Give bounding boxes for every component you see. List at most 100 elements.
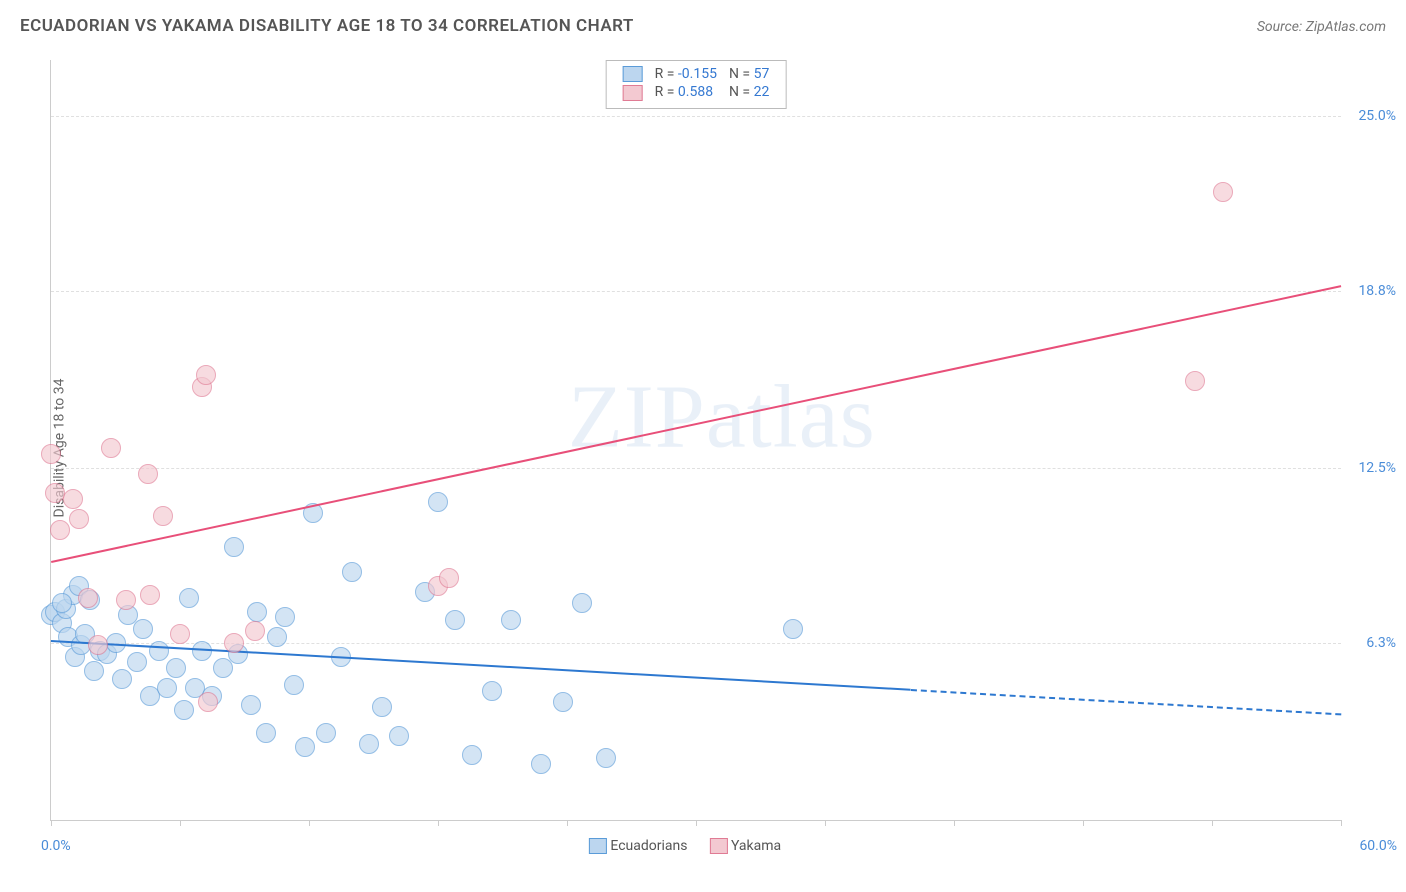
data-point	[170, 624, 190, 644]
data-point	[78, 588, 98, 608]
data-point	[783, 619, 803, 639]
data-point	[174, 700, 194, 720]
trend-line	[51, 285, 1341, 563]
data-point	[69, 509, 89, 529]
data-point	[198, 692, 218, 712]
legend-swatch	[589, 838, 607, 854]
data-point	[247, 602, 267, 622]
x-tick	[309, 820, 310, 826]
legend-label: Yakama	[731, 838, 781, 854]
x-tick	[825, 820, 826, 826]
x-max-label: 60.0%	[1359, 838, 1397, 854]
data-point	[140, 585, 160, 605]
data-point	[224, 537, 244, 557]
data-point	[41, 444, 61, 464]
data-point	[196, 365, 216, 385]
data-point	[245, 621, 265, 641]
trend-line	[911, 689, 1341, 715]
data-point	[50, 520, 70, 540]
n-label: N =	[729, 84, 754, 100]
data-point	[295, 737, 315, 757]
data-point	[256, 723, 276, 743]
data-point	[372, 697, 392, 717]
n-label: N =	[729, 66, 754, 82]
data-point	[192, 641, 212, 661]
data-point	[133, 619, 153, 639]
x-tick	[1212, 820, 1213, 826]
gridline	[51, 643, 1341, 644]
data-point	[241, 695, 261, 715]
x-tick	[954, 820, 955, 826]
y-tick-label: 12.5%	[1346, 460, 1396, 476]
data-point	[224, 633, 244, 653]
data-point	[342, 562, 362, 582]
data-point	[501, 610, 521, 630]
data-point	[166, 658, 186, 678]
y-tick-label: 6.3%	[1346, 635, 1396, 651]
data-point	[88, 635, 108, 655]
x-tick	[567, 820, 568, 826]
legend-stat-row: R = -0.155 N = 57	[617, 65, 776, 83]
chart-title: ECUADORIAN VS YAKAMA DISABILITY AGE 18 T…	[20, 16, 634, 36]
data-point	[284, 675, 304, 695]
data-point	[153, 506, 173, 526]
legend-series: Ecuadorians Yakama	[589, 838, 803, 854]
y-tick-label: 25.0%	[1346, 108, 1396, 124]
data-point	[267, 627, 287, 647]
data-point	[127, 652, 147, 672]
data-point	[359, 734, 379, 754]
x-min-label: 0.0%	[41, 838, 71, 854]
chart-source: Source: ZipAtlas.com	[1257, 19, 1386, 35]
legend-stats: R = -0.155 N = 57 R = 0.588 N = 22	[606, 60, 787, 109]
x-tick	[180, 820, 181, 826]
gridline	[51, 468, 1341, 469]
chart-header: ECUADORIAN VS YAKAMA DISABILITY AGE 18 T…	[20, 16, 1386, 46]
data-point	[149, 641, 169, 661]
data-point	[531, 754, 551, 774]
legend-swatch	[709, 838, 727, 854]
data-point	[1213, 182, 1233, 202]
data-point	[1185, 371, 1205, 391]
gridline	[51, 116, 1341, 117]
legend-item: Yakama	[709, 838, 781, 854]
data-point	[157, 678, 177, 698]
legend-swatch	[623, 66, 643, 82]
n-value: 57	[754, 66, 770, 82]
data-point	[179, 588, 199, 608]
data-point	[138, 464, 158, 484]
data-point	[116, 590, 136, 610]
data-point	[596, 748, 616, 768]
data-point	[439, 568, 459, 588]
x-tick	[51, 820, 52, 826]
data-point	[553, 692, 573, 712]
data-point	[101, 438, 121, 458]
data-point	[462, 745, 482, 765]
data-point	[63, 489, 83, 509]
data-point	[572, 593, 592, 613]
legend-stat-row: R = 0.588 N = 22	[617, 83, 776, 101]
r-label: R =	[655, 66, 678, 82]
data-point	[112, 669, 132, 689]
legend-swatch	[623, 85, 643, 101]
data-point	[389, 726, 409, 746]
r-label: R =	[655, 84, 678, 100]
n-value: 22	[754, 84, 770, 100]
data-point	[482, 681, 502, 701]
legend-item: Ecuadorians	[589, 838, 688, 854]
data-point	[84, 661, 104, 681]
data-point	[275, 607, 295, 627]
r-value: -0.155	[678, 66, 717, 82]
x-tick	[1083, 820, 1084, 826]
plot-area: ZIPatlas R = -0.155N = 57R = 0.588N = 22…	[50, 60, 1341, 821]
data-point	[316, 723, 336, 743]
gridline	[51, 291, 1341, 292]
legend-label: Ecuadorians	[610, 838, 687, 854]
x-tick	[696, 820, 697, 826]
data-point	[52, 593, 72, 613]
r-value: 0.588	[678, 84, 713, 100]
data-point	[428, 492, 448, 512]
y-tick-label: 18.8%	[1346, 283, 1396, 299]
data-point	[445, 610, 465, 630]
x-tick	[1341, 820, 1342, 826]
x-tick	[438, 820, 439, 826]
